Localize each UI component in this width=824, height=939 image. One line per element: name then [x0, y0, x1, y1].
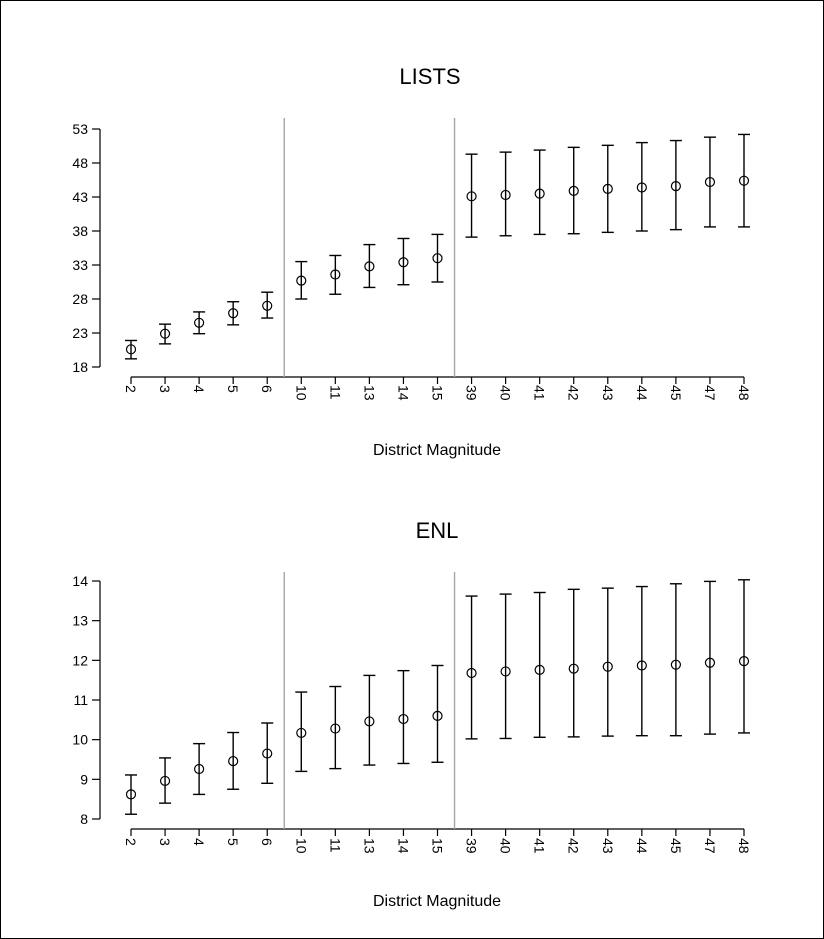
y-tick-label: 11 — [73, 692, 88, 708]
y-tick-label: 43 — [72, 189, 88, 205]
data-point — [500, 666, 511, 677]
data-point — [466, 667, 477, 679]
panel-lists: LISTS District Magnitude 182328333843485… — [72, 64, 752, 459]
x-tick-label: 2 — [123, 385, 139, 393]
x-tick-label: 47 — [702, 385, 718, 401]
data-point — [704, 657, 716, 668]
x-tick-label: 43 — [600, 385, 616, 401]
x-tick-label: 40 — [498, 838, 514, 854]
y-tick-label: 12 — [72, 652, 88, 668]
data-point — [432, 253, 443, 264]
x-tick-label: 48 — [736, 385, 752, 401]
y-tick-label: 10 — [72, 732, 88, 748]
data-point — [568, 185, 579, 196]
x-tick-label: 5 — [225, 838, 241, 846]
data-point — [500, 189, 511, 201]
x-tick-label: 11 — [327, 385, 343, 400]
data-point — [602, 183, 613, 194]
x-tick-label: 3 — [157, 838, 173, 846]
x-tick-label: 15 — [430, 838, 446, 854]
data-point — [670, 181, 681, 192]
x-tick-label: 42 — [566, 385, 582, 401]
x-tick-label: 2 — [123, 838, 139, 846]
data-point — [159, 328, 171, 339]
data-point — [296, 275, 307, 286]
data-point — [568, 663, 579, 674]
x-tick-label: 41 — [532, 838, 548, 854]
x-tick-label: 14 — [395, 838, 411, 854]
x-tick-label: 6 — [259, 385, 275, 393]
data-point — [602, 661, 613, 672]
x-tick-label: 15 — [430, 385, 446, 401]
x-tick-label: 45 — [668, 385, 684, 401]
x-tick-label: 45 — [668, 838, 684, 854]
data-point — [704, 176, 716, 188]
data-point — [125, 344, 137, 355]
data-point — [398, 257, 409, 268]
x-tick-label: 44 — [634, 385, 650, 401]
x-tick-label: 48 — [736, 838, 752, 854]
x-tick-label: 43 — [600, 838, 616, 854]
data-point — [194, 317, 205, 328]
data-point — [262, 300, 273, 311]
x-axis-label-lists: District Magnitude — [373, 442, 501, 459]
data-point — [738, 175, 750, 186]
data-point — [228, 755, 239, 767]
x-tick-label: 13 — [361, 838, 377, 854]
x-tick-label: 11 — [327, 838, 343, 853]
data-point — [466, 191, 477, 202]
y-tick-label: 53 — [72, 121, 88, 137]
y-tick-label: 28 — [72, 291, 88, 307]
data-point — [364, 716, 375, 727]
y-tick-label: 14 — [72, 573, 88, 589]
data-point — [296, 727, 307, 739]
x-tick-label: 10 — [293, 385, 309, 401]
x-tick-label: 39 — [464, 385, 480, 401]
y-tick-label: 48 — [72, 155, 88, 171]
x-tick-label: 3 — [157, 385, 173, 393]
data-point — [534, 664, 545, 675]
y-tick-label: 18 — [72, 359, 88, 375]
x-tick-label: 39 — [464, 838, 480, 854]
x-tick-label: 6 — [259, 838, 275, 846]
data-point — [364, 261, 375, 272]
x-tick-label: 4 — [191, 838, 207, 846]
data-point — [398, 713, 409, 725]
x-tick-label: 14 — [395, 385, 411, 401]
y-tick-label: 38 — [72, 223, 88, 239]
data-point — [330, 269, 341, 280]
data-point — [670, 659, 681, 670]
x-tick-label: 40 — [498, 385, 514, 401]
data-point — [432, 710, 443, 721]
y-tick-label: 33 — [72, 257, 88, 273]
x-tick-label: 5 — [225, 385, 241, 393]
x-tick-label: 4 — [191, 385, 207, 393]
x-tick-label: 44 — [634, 838, 650, 854]
y-tick-label: 23 — [72, 325, 88, 341]
y-tick-label: 13 — [72, 613, 88, 629]
x-tick-label: 10 — [293, 838, 309, 854]
data-point — [159, 775, 171, 787]
x-tick-label: 47 — [702, 838, 718, 854]
y-tick-label: 9 — [80, 771, 88, 787]
chart-title-enl: ENL — [416, 518, 459, 543]
data-point — [738, 656, 750, 667]
data-point — [125, 789, 137, 800]
y-tick-label: 8 — [80, 811, 88, 827]
data-point — [194, 763, 205, 775]
data-point — [262, 748, 273, 759]
x-tick-label: 41 — [532, 385, 548, 401]
x-tick-label: 13 — [361, 385, 377, 401]
data-point — [228, 308, 239, 319]
data-point — [636, 660, 647, 671]
data-point — [534, 188, 545, 199]
data-point — [330, 723, 341, 734]
data-point — [636, 182, 647, 193]
chart-title-lists: LISTS — [399, 64, 460, 89]
x-tick-label: 42 — [566, 838, 582, 854]
x-axis-label-enl: District Magnitude — [373, 893, 501, 910]
